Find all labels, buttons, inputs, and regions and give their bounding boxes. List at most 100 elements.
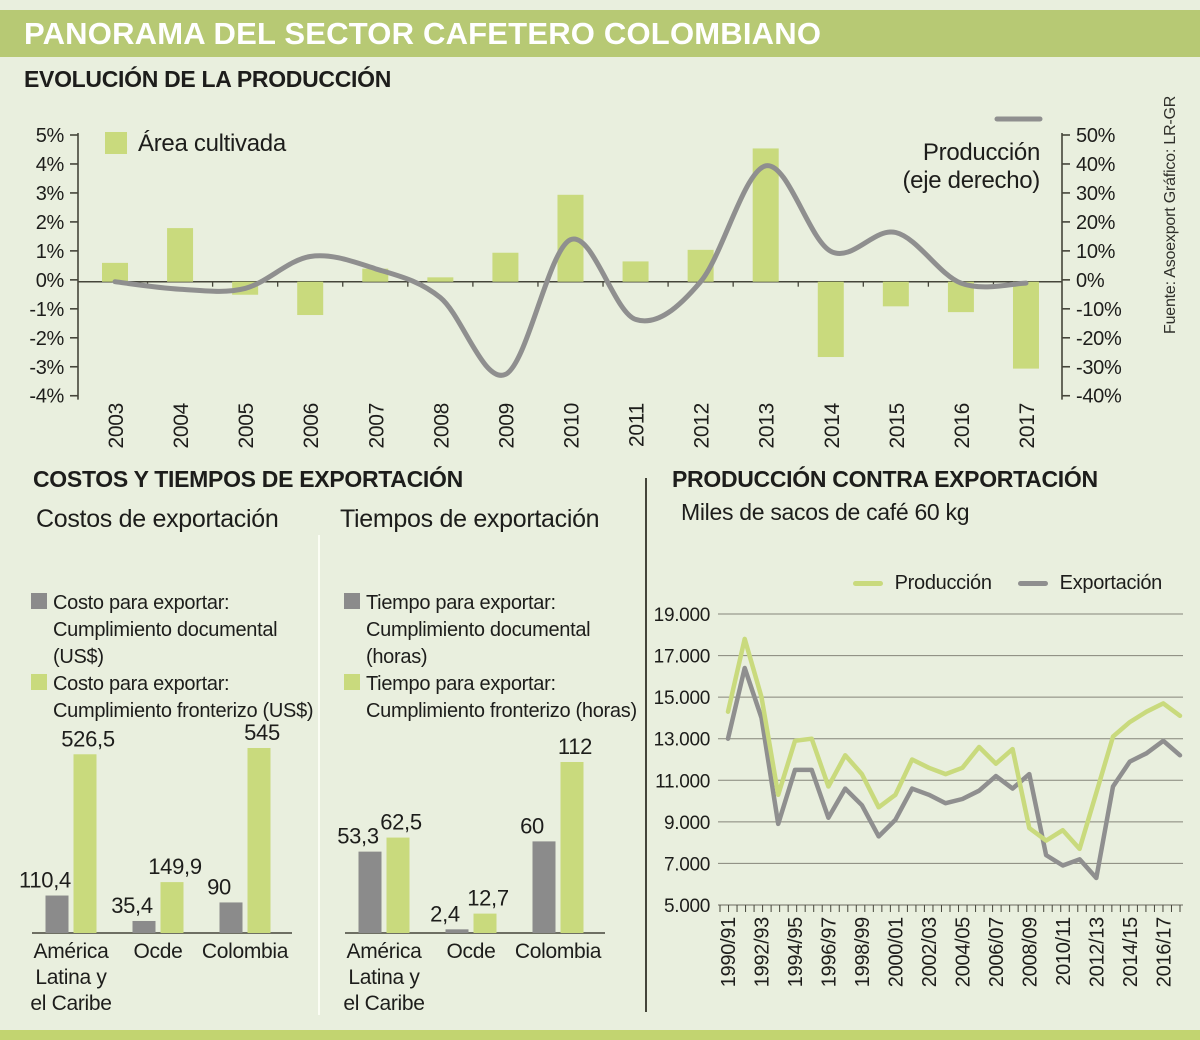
season-label: 2016/17 bbox=[1153, 917, 1175, 987]
year-label: 2014 bbox=[821, 402, 844, 448]
right-axis-label: 40% bbox=[1076, 154, 1116, 176]
section-title-evolucion: EVOLUCIÓN DE LA PRODUCCIÓN bbox=[24, 66, 392, 92]
category-label: Ocde bbox=[447, 940, 496, 963]
gray-swatch-icon bbox=[344, 593, 360, 609]
year-label: 2007 bbox=[365, 403, 388, 449]
right-axis-label: -10% bbox=[1076, 299, 1122, 321]
legend-line1: Tiempo para exportar: bbox=[366, 673, 556, 695]
legend-label: Costo para exportar: Cumplimiento fronter… bbox=[53, 671, 314, 725]
value-label: 53,3 bbox=[337, 824, 379, 849]
value-label: 112 bbox=[558, 734, 592, 759]
documental-bar bbox=[219, 902, 243, 933]
left-axis-label: 1% bbox=[36, 241, 65, 263]
produccion-line bbox=[112, 163, 1029, 378]
documental-bar bbox=[45, 895, 69, 933]
area-cultivada-bar bbox=[102, 262, 128, 282]
left-axis-label: 5% bbox=[36, 125, 65, 147]
documental-bar bbox=[445, 929, 469, 933]
season-label: 2004/05 bbox=[952, 917, 974, 987]
year-label: 2005 bbox=[235, 403, 258, 449]
season-label: 2012/13 bbox=[1086, 917, 1108, 987]
page-title: PANORAMA DEL SECTOR CAFETERO COLOMBIANO bbox=[24, 16, 822, 51]
y-axis-label: 13.000 bbox=[654, 730, 710, 751]
left-axis-label: -3% bbox=[29, 357, 64, 379]
area-cultivada-swatch-icon bbox=[105, 132, 127, 154]
legend-label-exportacion: Exportación bbox=[1059, 572, 1163, 594]
season-label: 1996/97 bbox=[818, 917, 840, 987]
fronterizo-bar bbox=[73, 754, 97, 933]
left-axis-label: -2% bbox=[29, 328, 64, 350]
legend-label-produccion: Producción bbox=[894, 572, 992, 594]
category-label: el Caribe bbox=[343, 992, 424, 1015]
legend-label-eje-derecho: (eje derecho) bbox=[902, 167, 1040, 194]
area-cultivada-bar bbox=[427, 277, 454, 282]
area-cultivada-bar bbox=[1012, 281, 1039, 369]
left-axis-label: 4% bbox=[36, 154, 65, 176]
season-label: 1998/99 bbox=[852, 917, 874, 987]
season-label: 1992/93 bbox=[752, 917, 774, 987]
year-label: 2013 bbox=[756, 403, 779, 449]
legend-item-tiempo-documental: Tiempo para exportar: Cumplimiento docume… bbox=[344, 590, 639, 671]
value-label: 110,4 bbox=[19, 868, 71, 893]
season-label: 2014/15 bbox=[1120, 917, 1142, 987]
value-label: 62,5 bbox=[380, 810, 422, 835]
y-axis-label: 17.000 bbox=[654, 647, 710, 668]
left-axis-label: 2% bbox=[36, 212, 65, 234]
fronterizo-bar bbox=[560, 762, 584, 933]
category-label: América bbox=[347, 940, 423, 963]
left-axis-label: -1% bbox=[29, 299, 64, 321]
legend-label-area-cultivada: Área cultivada bbox=[138, 130, 287, 157]
documental-bar bbox=[132, 920, 156, 933]
category-label: Latina y bbox=[348, 966, 420, 989]
value-label: 545 bbox=[244, 720, 280, 745]
gray-swatch-icon bbox=[31, 593, 47, 609]
value-label: 2,4 bbox=[430, 901, 460, 926]
evolution-chart: 5% 4% 3% 2% 1% 0% -1% -2% -3% -4% 50% 40% 30% 20% 10% 0… bbox=[29, 116, 1122, 449]
y-axis-label: 11.000 bbox=[655, 771, 710, 792]
right-axis-label: -40% bbox=[1076, 386, 1122, 408]
section-title-costos-tiempos: COSTOS Y TIEMPOS DE EXPORTACIÓN bbox=[33, 466, 463, 492]
season-label: 1990/91 bbox=[718, 917, 740, 987]
right-axis-label: 0% bbox=[1076, 270, 1105, 292]
year-label: 2009 bbox=[495, 403, 518, 449]
season-label: 2000/01 bbox=[885, 917, 907, 987]
area-cultivada-bar bbox=[622, 261, 649, 282]
value-label: 60 bbox=[520, 813, 544, 838]
category-label: Ocde bbox=[134, 940, 183, 963]
value-label: 149,9 bbox=[148, 854, 202, 879]
area-cultivada-bar bbox=[297, 281, 324, 316]
right-axis-label: -30% bbox=[1076, 357, 1122, 379]
documental-bar bbox=[532, 841, 556, 933]
left-axis-label: -4% bbox=[29, 386, 64, 408]
subtitle-costos: Costos de exportación bbox=[36, 505, 279, 533]
fronterizo-bar bbox=[473, 913, 497, 933]
category-label: Colombia bbox=[202, 940, 289, 963]
source-note: Fuente: Asoexport Gráfico: LR-GR bbox=[1162, 95, 1179, 334]
legend-line2: Cumplimiento documental (horas) bbox=[366, 619, 591, 668]
legend-line1: Costo para exportar: bbox=[53, 673, 230, 695]
season-label: 1994/95 bbox=[785, 917, 807, 987]
right-axis-label: 50% bbox=[1076, 125, 1116, 147]
year-label: 2008 bbox=[430, 403, 453, 449]
value-label: 35,4 bbox=[111, 893, 153, 918]
legend-line1: Costo para exportar: bbox=[53, 592, 230, 614]
fronterizo-bar bbox=[160, 882, 184, 933]
legend-line2: Cumplimiento fronterizo (US$) bbox=[53, 700, 314, 722]
costos-chart: 110,4 35,4 90 526,5 149,9 545 América Latina y e… bbox=[19, 720, 292, 1015]
subtitle-unidades: Miles de sacos de café 60 kg bbox=[681, 499, 970, 525]
value-label: 526,5 bbox=[61, 726, 115, 751]
legend-label: Costo para exportar: Cumplimiento documen… bbox=[53, 590, 321, 671]
category-label: Colombia bbox=[515, 940, 602, 963]
documental-bar bbox=[358, 851, 382, 933]
right-axis-label: 30% bbox=[1076, 183, 1116, 205]
year-label: 2004 bbox=[170, 402, 193, 448]
area-cultivada-bar bbox=[492, 252, 519, 282]
y-axis-label: 9.000 bbox=[664, 813, 710, 834]
area-cultivada-bar bbox=[817, 281, 844, 358]
legend-line1: Tiempo para exportar: bbox=[366, 592, 556, 614]
right-axis-label: 20% bbox=[1076, 212, 1116, 234]
value-label: 90 bbox=[207, 874, 231, 899]
left-axis-label: 3% bbox=[36, 183, 65, 205]
year-label: 2011 bbox=[626, 403, 649, 447]
